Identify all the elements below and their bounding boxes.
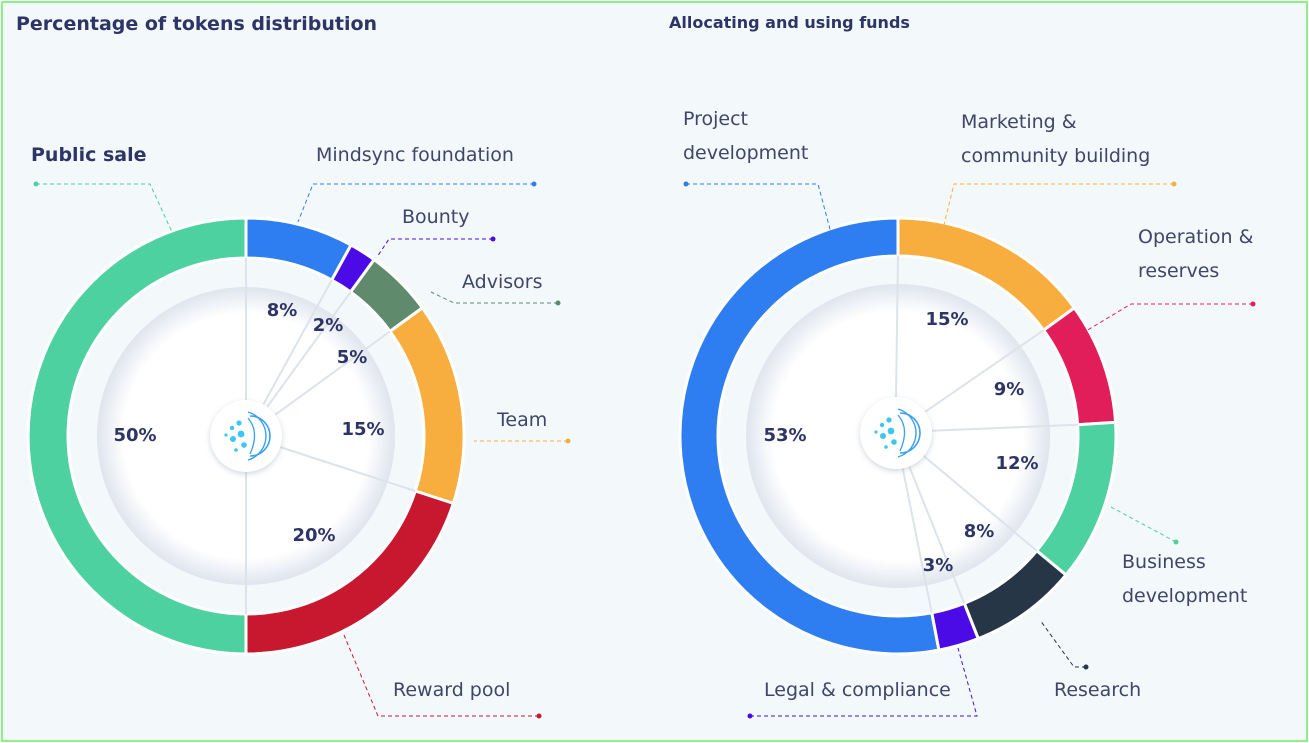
- pct-label-mindsync-foundation: 8%: [267, 300, 298, 321]
- label-mindsync: Mindsync foundation: [316, 144, 514, 166]
- left-donut: 8% 2% 5% 15% 20% 50%: [26, 216, 466, 656]
- label-marketing-line2: community building: [961, 145, 1150, 167]
- label-operation-line2: reserves: [1138, 260, 1219, 282]
- label-project-dev-line1: Project: [683, 108, 748, 130]
- pct-label-team: 15%: [341, 419, 384, 440]
- pct-label-advisors: 5%: [337, 347, 368, 368]
- spoke-advisors: [266, 291, 352, 408]
- leader-bounty: [376, 238, 493, 258]
- leader-research: [1039, 619, 1086, 668]
- spoke-marketing-community-building: [895, 255, 899, 398]
- label-bounty: Bounty: [402, 206, 469, 228]
- mindsync-logo-icon: [874, 408, 921, 458]
- dot-mindsync: [531, 181, 537, 187]
- pct-label-public-sale: 50%: [113, 425, 156, 446]
- right-leader-lines: [686, 183, 1253, 717]
- leader-legal: [750, 647, 978, 717]
- spoke-project-development: [901, 468, 933, 614]
- slice-operation-reserves: [1042, 306, 1118, 427]
- slice-team: [388, 306, 466, 505]
- label-advisors: Advisors: [462, 271, 542, 293]
- right-leader-dots: [683, 181, 1256, 719]
- dot-team: [565, 438, 571, 444]
- leader-public-sale: [36, 183, 173, 233]
- pct-label-project-development: 53%: [763, 425, 806, 446]
- right-logo-badge: [860, 397, 932, 469]
- label-research: Research: [1054, 679, 1141, 701]
- label-business-line2: development: [1122, 585, 1247, 607]
- pct-label-reward-pool: 20%: [292, 525, 335, 546]
- spoke-research: [923, 455, 1038, 552]
- pct-label-business-development: 12%: [995, 453, 1038, 474]
- mindsync-logo-icon: [224, 411, 271, 461]
- spoke-operation-reserves: [924, 329, 1045, 413]
- pct-label-research: 8%: [964, 521, 995, 542]
- right-center-logo: [860, 397, 932, 469]
- slice-public-sale: [26, 216, 248, 656]
- spoke-business-development: [931, 423, 1078, 432]
- dot-bounty: [490, 236, 496, 242]
- label-marketing-line1: Marketing &: [961, 111, 1077, 133]
- dot-marketing: [1171, 181, 1177, 187]
- leader-marketing: [943, 183, 1174, 226]
- label-team: Team: [496, 409, 547, 431]
- left-leader-lines: [36, 183, 568, 717]
- leader-mindsync: [297, 183, 534, 223]
- leader-reward-pool: [343, 634, 539, 717]
- left-chart-title: Percentage of tokens distribution: [16, 13, 377, 35]
- pct-label-bounty: 2%: [313, 315, 344, 336]
- right-donut: 15% 9% 12% 8% 3% 53%: [678, 216, 1118, 656]
- spoke-reward-pool: [279, 446, 416, 492]
- spoke-team: [274, 330, 391, 416]
- leader-project-dev: [686, 183, 832, 234]
- leader-operation: [1085, 303, 1253, 332]
- right-chart-title: Allocating and using funds: [669, 13, 910, 32]
- left-leader-dots: [33, 181, 571, 719]
- pct-label-operation-reserves: 9%: [994, 379, 1025, 400]
- label-project-dev-line2: development: [683, 142, 808, 164]
- spoke-bounty: [262, 279, 333, 405]
- label-public-sale: Public sale: [31, 144, 146, 166]
- leader-advisors: [430, 291, 558, 304]
- dot-business: [1173, 539, 1179, 545]
- left-center-logo: [210, 400, 282, 472]
- dot-research: [1083, 664, 1089, 670]
- dot-project-dev: [683, 181, 689, 187]
- label-operation-line1: Operation &: [1138, 226, 1254, 248]
- left-logo-badge: [210, 400, 282, 472]
- label-reward-pool: Reward pool: [393, 679, 510, 701]
- spoke-legal-compliance: [908, 466, 966, 604]
- dot-legal: [747, 713, 753, 719]
- dot-public-sale: [33, 181, 39, 187]
- leader-business: [1110, 506, 1177, 543]
- pct-label-marketing-community-building: 15%: [925, 309, 968, 330]
- label-business-line1: Business: [1122, 551, 1206, 573]
- dot-reward-pool: [536, 713, 542, 719]
- dot-advisors: [555, 300, 561, 306]
- pct-label-legal-compliance: 3%: [923, 555, 954, 576]
- dot-operation: [1250, 301, 1256, 307]
- label-legal: Legal & compliance: [764, 679, 951, 701]
- slice-project-development: [678, 216, 941, 656]
